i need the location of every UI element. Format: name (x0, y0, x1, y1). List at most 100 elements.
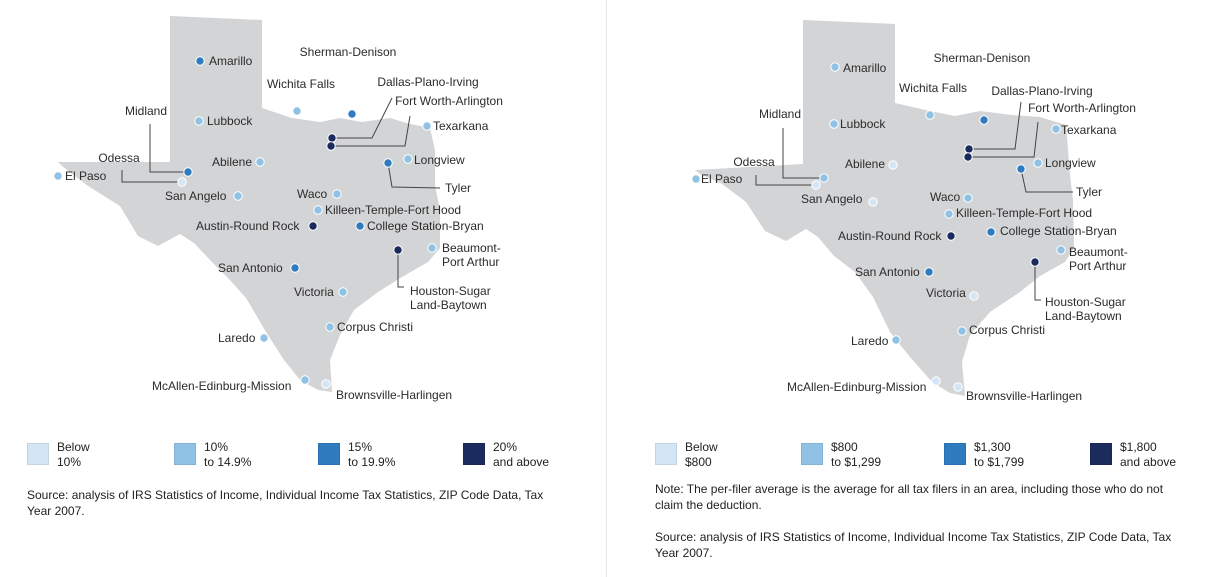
city-waco: Waco (297, 187, 342, 201)
city-dot (321, 379, 331, 389)
city-label: Killeen-Temple-Fort Hood (956, 206, 1092, 220)
legend-item: 20% and above (463, 440, 549, 470)
city-victoria: Victoria (926, 286, 979, 301)
city-fort-worth-arlington: Fort Worth-Arlington (963, 101, 1136, 162)
city-label: Killeen-Temple-Fort Hood (325, 203, 461, 217)
city-beaumont-port-arthur: Beaumont-Port Arthur (427, 241, 501, 269)
city-label: Houston-Sugar Land-Baytown (410, 284, 491, 312)
city-beaumont-port-arthur: Beaumont-Port Arthur (1056, 245, 1128, 273)
note-text: Note: The per-filer average is the avera… (655, 482, 1164, 512)
city-wichita-falls: Wichita Falls (267, 77, 335, 116)
city-label: San Angelo (801, 192, 863, 206)
city-dot (1016, 164, 1026, 174)
city-label: Houston-Sugar Land-Baytown (1045, 295, 1126, 323)
city-dot (1033, 158, 1043, 168)
city-label: Laredo (851, 334, 889, 348)
legend-swatch (655, 443, 677, 465)
city-longview: Longview (403, 153, 465, 167)
city-dot (403, 154, 413, 164)
city-dot (327, 133, 337, 143)
notes: Note: The per-filer average is the avera… (655, 481, 1190, 561)
city-dot (427, 243, 437, 253)
legend-label: 10% to 14.9% (204, 440, 252, 469)
city-laredo: Laredo (851, 334, 901, 348)
legend-swatch (318, 443, 340, 465)
city-label: Waco (297, 187, 328, 201)
city-label: Texarkana (433, 119, 489, 133)
city-sherman-denison: Sherman-Denison (934, 51, 1031, 125)
legend-item: $800 to $1,299 (801, 440, 881, 470)
city-dot (924, 267, 934, 277)
city-college-station-bryan: College Station-Bryan (355, 219, 484, 233)
city-austin-round-rock: Austin-Round Rock (838, 229, 956, 243)
city-dot (233, 191, 243, 201)
city-label: Austin-Round Rock (196, 219, 300, 233)
city-laredo: Laredo (218, 331, 269, 345)
leader-line (121, 170, 182, 183)
city-dot (963, 193, 973, 203)
legend-item: $1,800 and above (1090, 440, 1176, 470)
texas-state-shape (58, 16, 440, 392)
city-label: Corpus Christi (969, 323, 1045, 337)
city-dot (332, 189, 342, 199)
city-label: Waco (930, 190, 961, 204)
legend-swatch (1090, 443, 1112, 465)
city-corpus-christi: Corpus Christi (957, 323, 1045, 337)
city-houston-sugar-land-baytown: Houston-Sugar Land-Baytown (1030, 257, 1126, 323)
texas-map: Amarillo Sherman-Denison Wichita Falls Dall… (53, 16, 503, 402)
city-college-station-bryan: College Station-Bryan (986, 224, 1117, 238)
city-dot (1051, 124, 1061, 134)
city-label: Tyler (445, 181, 471, 195)
city-label: Sherman-Denison (300, 45, 397, 59)
city-dot (691, 174, 701, 184)
legend-label: 15% to 19.9% (348, 440, 396, 469)
city-dot (255, 157, 265, 167)
city-dot (194, 116, 204, 126)
city-lubbock: Lubbock (829, 117, 886, 131)
city-dot (964, 144, 974, 154)
city-dot (177, 177, 187, 187)
city-label: Sherman-Denison (934, 51, 1031, 65)
source-text: Source: analysis of IRS Statistics of In… (655, 530, 1172, 560)
city-label: Victoria (294, 285, 334, 299)
city-mcallen-edinburg-mission: McAllen-Edinburg-Mission (787, 376, 941, 394)
left-panel: Amarillo Sherman-Denison Wichita Falls Dall… (0, 0, 606, 577)
legend-label: 20% and above (493, 440, 550, 469)
city-san-antonio: San Antonio (855, 265, 934, 279)
city-label: El Paso (65, 169, 107, 183)
notes: Source: analysis of IRS Statistics of In… (27, 487, 567, 519)
city-dot (888, 160, 898, 170)
legend-swatch (944, 443, 966, 465)
legend-swatch (463, 443, 485, 465)
city-label: Corpus Christi (337, 320, 413, 334)
city-label: Longview (414, 153, 465, 167)
city-amarillo: Amarillo (830, 61, 887, 75)
city-dot (925, 110, 935, 120)
city-label: Austin-Round Rock (838, 229, 942, 243)
city-dot (183, 167, 193, 177)
city-label: Brownsville-Harlingen (966, 389, 1082, 403)
legend-swatch (27, 443, 49, 465)
city-dot (963, 152, 973, 162)
city-dot (355, 221, 365, 231)
leader-line (1020, 168, 1073, 193)
city-dot (931, 376, 941, 386)
city-dot (53, 171, 63, 181)
city-dot (979, 115, 989, 125)
city-dot (290, 263, 300, 273)
city-label: Wichita Falls (899, 81, 967, 95)
city-dot (1056, 245, 1066, 255)
city-dot (195, 56, 205, 66)
legend-item: $1,300 to $1,799 (944, 440, 1024, 470)
city-san-angelo: San Angelo (801, 192, 878, 207)
city-dot (300, 375, 310, 385)
city-label: El Paso (701, 172, 743, 186)
legend-item: 10% to 14.9% (174, 440, 251, 470)
leader-line (332, 97, 393, 139)
city-label: San Antonio (218, 261, 283, 275)
city-amarillo: Amarillo (195, 54, 253, 68)
city-dot (313, 205, 323, 215)
city-el-paso: El Paso (53, 169, 107, 183)
city-mcallen-edinburg-mission: McAllen-Edinburg-Mission (152, 375, 310, 393)
city-dot (383, 158, 393, 168)
